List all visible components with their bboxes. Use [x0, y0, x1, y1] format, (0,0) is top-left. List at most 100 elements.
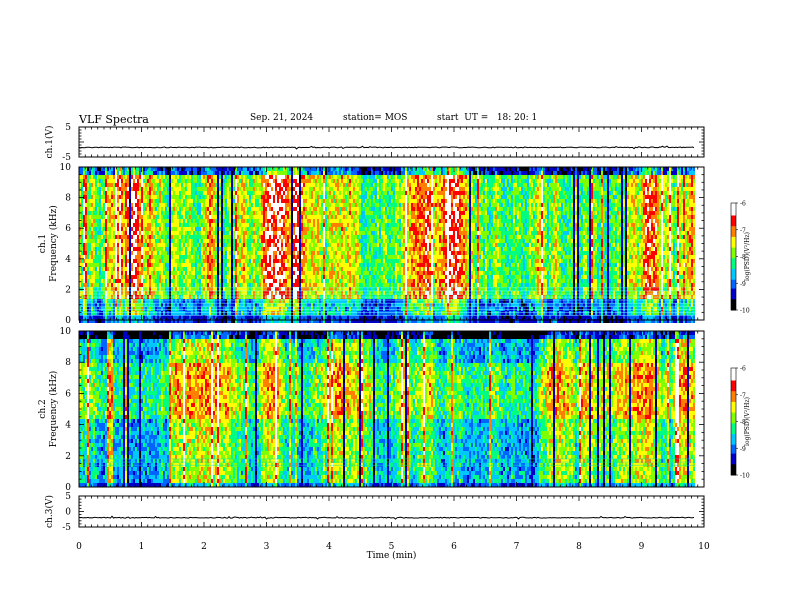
spectrogram-cell — [225, 271, 227, 275]
spectrogram-cell — [111, 187, 113, 191]
spectrogram-cell — [137, 203, 139, 207]
spectrogram-cell — [249, 271, 251, 275]
spectrogram-cell — [133, 239, 135, 243]
spectrogram-cell — [179, 215, 181, 219]
spectrogram-cell — [177, 303, 179, 307]
spectrogram-cell — [263, 231, 265, 235]
spectrogram-cell — [135, 183, 137, 187]
spectrogram-cell — [277, 263, 279, 267]
spectrogram-cell — [199, 231, 201, 235]
spectrogram-cell — [323, 227, 325, 231]
spectrogram-cell — [279, 235, 281, 239]
spectrogram-cell — [277, 223, 279, 227]
spectrogram-cell — [255, 215, 257, 219]
spectrogram-cell — [105, 247, 107, 251]
spectrogram-cell — [171, 235, 173, 239]
spectrogram-cell — [103, 279, 105, 283]
spectrogram-cell — [259, 179, 261, 183]
spectrogram-cell — [185, 211, 187, 215]
spectrogram-cell — [135, 235, 137, 239]
spectrogram-cell — [189, 263, 191, 267]
spectrogram-cell — [303, 283, 305, 287]
spectrogram-cell — [83, 251, 85, 255]
spectrogram-cell — [257, 263, 259, 267]
spectrogram-cell — [173, 179, 175, 183]
spectrogram-cell — [81, 279, 83, 283]
spectrogram-cell — [213, 223, 215, 227]
spectrogram-cell — [243, 303, 245, 307]
spectrogram-cell — [263, 275, 265, 279]
spectrogram-cell — [199, 207, 201, 211]
spectrogram-cell — [153, 187, 155, 191]
spectrogram-cell — [247, 259, 249, 263]
spectrogram-cell — [257, 243, 259, 247]
spectrogram-cell — [173, 239, 175, 243]
spectrogram-cell — [213, 243, 215, 247]
spectrogram-cell — [285, 227, 287, 231]
spectrogram-cell — [287, 275, 289, 279]
spectrogram-cell — [303, 227, 305, 231]
spectrogram-cell — [111, 251, 113, 255]
spectrogram-cell — [115, 287, 117, 291]
spectrogram-cell — [165, 287, 167, 291]
spectrogram-cell — [273, 239, 275, 243]
spectrogram-cell — [161, 167, 163, 171]
spectrogram-cell — [227, 243, 229, 247]
spectrogram-cell — [315, 223, 317, 227]
spectrogram-cell — [137, 263, 139, 267]
spectrogram-cell — [141, 299, 143, 303]
spectrogram-cell — [277, 303, 279, 307]
spectrogram-cell — [165, 299, 167, 303]
spectrogram-cell — [183, 203, 185, 207]
spectrogram-cell — [101, 183, 103, 187]
spectrogram-cell — [97, 311, 99, 315]
spectrogram-cell — [275, 171, 277, 175]
spectrogram-cell — [263, 199, 265, 203]
spectrogram-cell — [167, 243, 169, 247]
spectrogram-cell — [195, 207, 197, 211]
spectrogram-cell — [155, 271, 157, 275]
spectrogram-cell — [199, 243, 201, 247]
spectrogram-cell — [137, 179, 139, 183]
spectrogram-cell — [291, 235, 293, 239]
spectrogram-cell — [221, 247, 223, 251]
spectrogram-cell — [307, 251, 309, 255]
spectrogram-cell — [275, 239, 277, 243]
spectrogram-cell — [281, 183, 283, 187]
spectrogram-cell — [317, 227, 319, 231]
spectrogram-cell — [203, 267, 205, 271]
spectrogram-cell — [169, 227, 171, 231]
spectrogram-cell — [79, 171, 81, 175]
spectrogram-cell — [255, 251, 257, 255]
spectrogram-cell — [323, 311, 325, 315]
spectrogram-cell — [141, 183, 143, 187]
spectrogram-cell — [87, 263, 89, 267]
spectrogram-cell — [215, 223, 217, 227]
spectrogram-cell — [99, 199, 101, 203]
spectrogram-cell — [155, 239, 157, 243]
spectrogram-cell — [151, 271, 153, 275]
spectrogram-cell — [87, 215, 89, 219]
spectrogram-cell — [227, 199, 229, 203]
spectrogram-cell — [323, 251, 325, 255]
spectrogram-cell — [313, 243, 315, 247]
spectrogram-cell — [261, 255, 263, 259]
spectrogram-cell — [131, 215, 133, 219]
spectrogram-cell — [131, 187, 133, 191]
spectrogram-cell — [137, 251, 139, 255]
spectrogram-cell — [299, 303, 301, 307]
spectrogram-cell — [147, 283, 149, 287]
spectrogram-cell — [93, 251, 95, 255]
spectrogram-cell — [311, 219, 313, 223]
spectrogram-cell — [153, 263, 155, 267]
spectrogram-cell — [277, 287, 279, 291]
spectrogram-cell — [151, 283, 153, 287]
spectrogram-cell — [131, 255, 133, 259]
spectrogram-cell — [207, 227, 209, 231]
spectrogram-cell — [119, 215, 121, 219]
spectrogram-cell — [309, 311, 311, 315]
spectrogram-cell — [281, 315, 283, 319]
spectrogram-cell — [103, 191, 105, 195]
spectrogram-cell — [331, 315, 333, 319]
spectrogram-cell — [145, 299, 147, 303]
